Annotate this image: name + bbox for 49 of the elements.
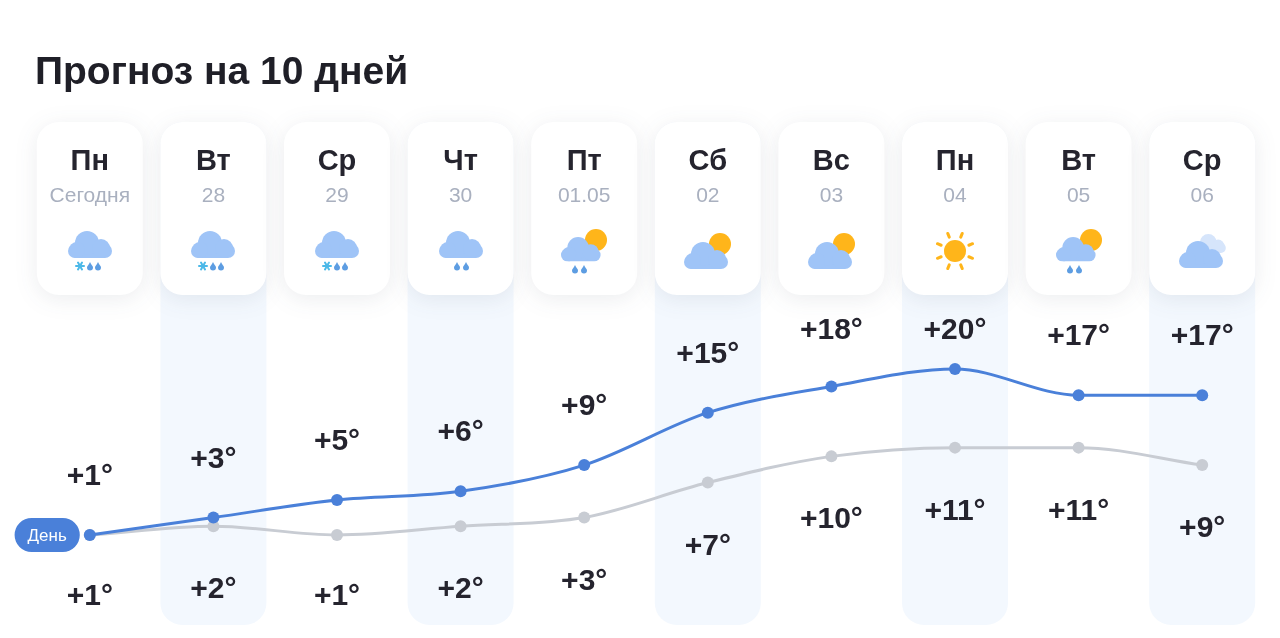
point bbox=[1196, 389, 1209, 402]
chart-title: Прогноз на 10 дней bbox=[35, 49, 409, 92]
point bbox=[1196, 459, 1209, 472]
point bbox=[331, 494, 343, 507]
data-label: +9° bbox=[561, 388, 608, 422]
data-label: +18° bbox=[799, 312, 863, 345]
data-label: +10° bbox=[799, 501, 863, 535]
point bbox=[825, 380, 838, 393]
point bbox=[949, 441, 961, 454]
x-tick-label: Ср 29 bbox=[317, 144, 357, 206]
data-label: +20° bbox=[923, 312, 987, 345]
point bbox=[701, 476, 714, 489]
data-label: +17° bbox=[1170, 318, 1234, 352]
point bbox=[701, 406, 714, 419]
data-label: +1° bbox=[66, 578, 113, 611]
point bbox=[825, 450, 838, 463]
series-label: День bbox=[27, 525, 67, 545]
x-tick-label: Чт 30 bbox=[443, 144, 478, 206]
x-tick-label: Пн 04 bbox=[935, 144, 975, 206]
data-label: +11° bbox=[924, 492, 986, 526]
point bbox=[454, 520, 467, 533]
point bbox=[1072, 389, 1085, 402]
data-label: +3° bbox=[190, 440, 237, 474]
point bbox=[1072, 441, 1085, 454]
data-label: +3° bbox=[561, 562, 608, 596]
point bbox=[331, 529, 343, 541]
x-tick-label: Вт 28 bbox=[196, 144, 231, 206]
data-label: +1° bbox=[66, 458, 113, 491]
point bbox=[454, 485, 467, 498]
x-tick-label: Сб 02 bbox=[688, 144, 728, 206]
data-label: +2° bbox=[437, 571, 484, 605]
point bbox=[578, 511, 591, 524]
data-label: +1° bbox=[313, 578, 361, 611]
data-label: +17° bbox=[1047, 318, 1111, 352]
data-label: +9° bbox=[1179, 510, 1226, 544]
x-tick-label: Вт 05 bbox=[1061, 144, 1096, 206]
data-label: +7° bbox=[684, 527, 731, 561]
point bbox=[207, 511, 220, 524]
x-tick-label: Пн Сегодня bbox=[49, 144, 131, 206]
x-tick-label: Ср 06 bbox=[1182, 144, 1222, 206]
data-label: +6° bbox=[437, 414, 484, 448]
x-tick-label: Вс 03 bbox=[812, 144, 850, 206]
point bbox=[949, 363, 961, 375]
data-label: +2° bbox=[190, 571, 237, 605]
data-label: +11° bbox=[1047, 492, 1110, 526]
x-tick-label: Пт 01.05 bbox=[557, 144, 611, 206]
data-label: +5° bbox=[313, 423, 361, 457]
point bbox=[578, 459, 591, 472]
data-label: +15° bbox=[676, 335, 740, 369]
